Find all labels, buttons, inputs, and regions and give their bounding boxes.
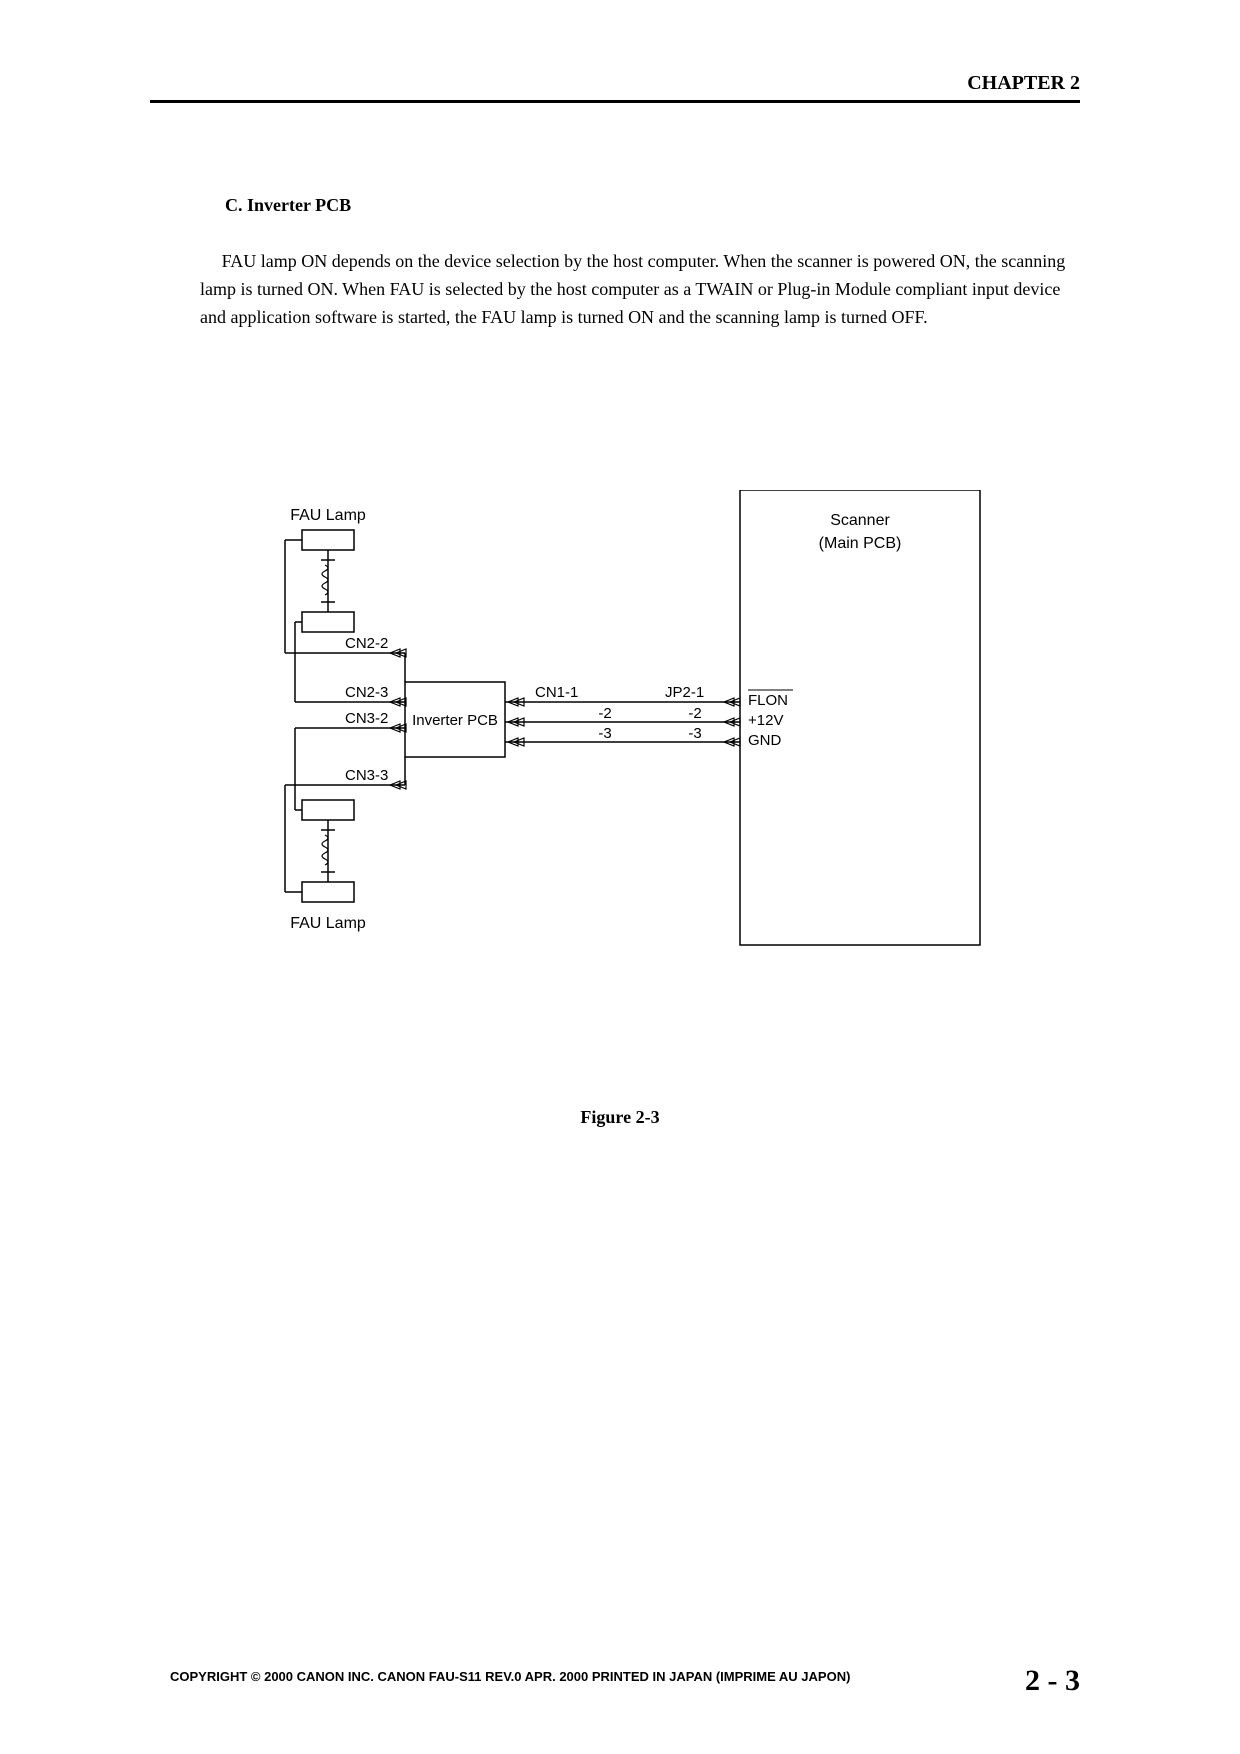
footer-page-number: 2 - 3 xyxy=(1025,1664,1080,1698)
inverter-pcb-diagram: Scanner (Main PCB) FAU Lamp FAU Lamp Inv… xyxy=(200,490,990,1010)
chapter-header: CHAPTER 2 xyxy=(967,72,1080,95)
cn1-2-label: -2 xyxy=(598,705,611,722)
cn2-3-label: CN2-3 xyxy=(345,684,388,701)
scanner-label-1: Scanner xyxy=(830,512,890,529)
gnd-label: GND xyxy=(748,732,782,749)
flon-label: FLON xyxy=(748,692,788,709)
jp2-2-label: -2 xyxy=(688,705,701,722)
header-rule xyxy=(150,100,1080,103)
section-title: C. Inverter PCB xyxy=(225,195,351,216)
scanner-label-2: (Main PCB) xyxy=(819,535,902,552)
footer-copyright: COPYRIGHT © 2000 CANON INC. CANON FAU-S1… xyxy=(170,1669,850,1684)
v12-label: +12V xyxy=(748,712,783,729)
cn3-3-label: CN3-3 xyxy=(345,767,388,784)
jp2-1-label: JP2-1 xyxy=(665,684,704,701)
cn3-2-label: CN3-2 xyxy=(345,710,388,727)
cn1-1-label: CN1-1 xyxy=(535,684,578,701)
inverter-pcb-label: Inverter PCB xyxy=(412,712,498,729)
section-paragraph: FAU lamp ON depends on the device select… xyxy=(200,248,1080,332)
cn1-3-label: -3 xyxy=(598,725,611,742)
figure-caption: Figure 2-3 xyxy=(0,1107,1240,1128)
fau-lamp-bottom-label: FAU Lamp xyxy=(290,915,366,932)
cn2-2-label: CN2-2 xyxy=(345,635,388,652)
fau-lamp-top-label: FAU Lamp xyxy=(290,507,366,524)
jp2-3-label: -3 xyxy=(688,725,701,742)
